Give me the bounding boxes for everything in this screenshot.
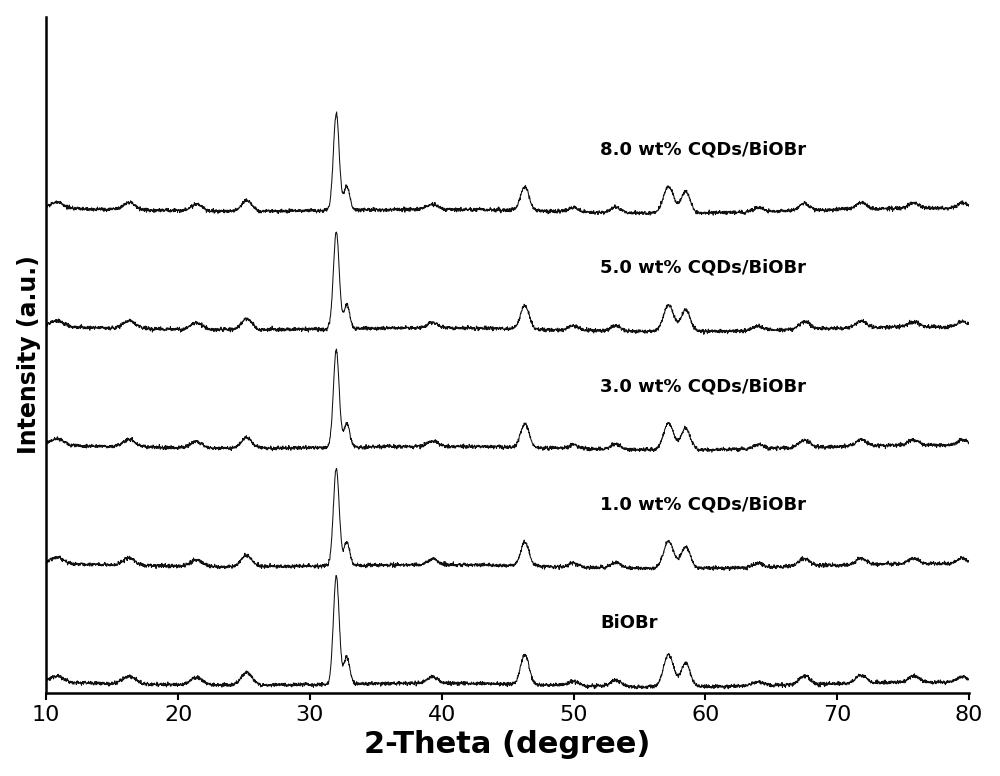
Text: 5.0 wt% CQDs/BiOBr: 5.0 wt% CQDs/BiOBr bbox=[600, 259, 806, 277]
Text: 1.0 wt% CQDs/BiOBr: 1.0 wt% CQDs/BiOBr bbox=[600, 496, 806, 514]
Text: 8.0 wt% CQDs/BiOBr: 8.0 wt% CQDs/BiOBr bbox=[600, 140, 806, 158]
Y-axis label: Intensity (a.u.): Intensity (a.u.) bbox=[17, 255, 41, 454]
Text: 3.0 wt% CQDs/BiOBr: 3.0 wt% CQDs/BiOBr bbox=[600, 377, 806, 396]
Text: BiOBr: BiOBr bbox=[600, 615, 657, 632]
X-axis label: 2-Theta (degree): 2-Theta (degree) bbox=[364, 730, 651, 760]
